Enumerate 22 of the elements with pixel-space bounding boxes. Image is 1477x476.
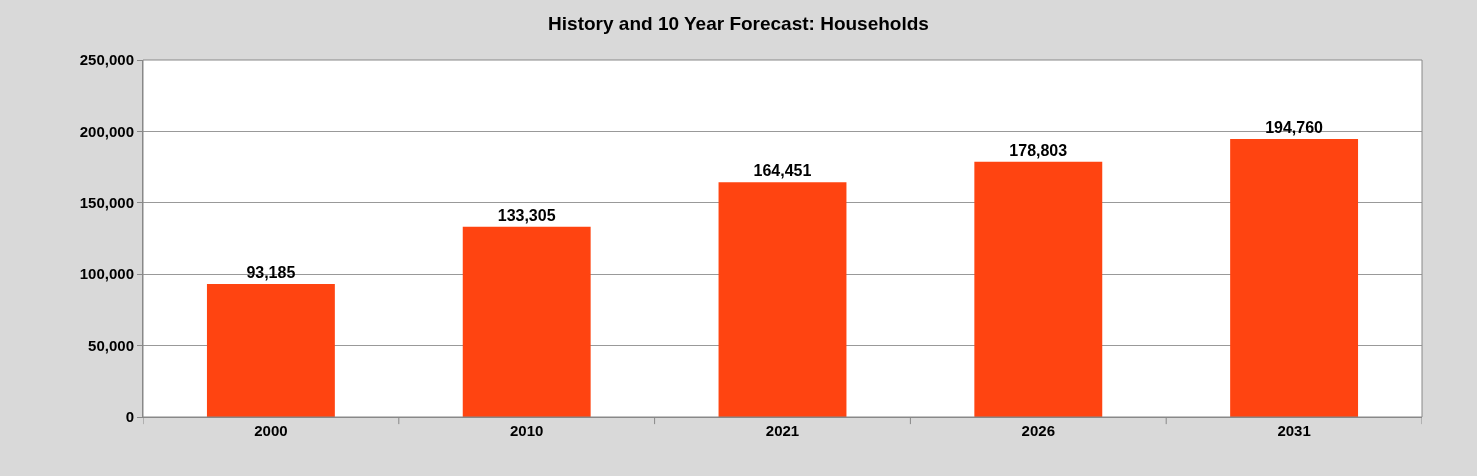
data-label: 133,305 xyxy=(497,206,556,224)
data-label: 93,185 xyxy=(246,263,296,281)
y-tick-label: 200,000 xyxy=(79,122,134,140)
y-tick-label: 50,000 xyxy=(88,336,134,354)
bar xyxy=(718,182,847,417)
x-tick-label: 2031 xyxy=(1277,422,1311,439)
y-tick-label: 150,000 xyxy=(79,194,134,212)
data-label: 164,451 xyxy=(753,162,812,180)
bar xyxy=(974,161,1103,417)
bar xyxy=(206,283,335,417)
data-label: 178,803 xyxy=(1009,141,1068,159)
x-tick-label: 2000 xyxy=(254,422,288,439)
bar xyxy=(1230,138,1359,417)
y-tick-label: 250,000 xyxy=(79,51,134,69)
bar xyxy=(462,226,591,417)
y-tick-label: 0 xyxy=(125,408,134,426)
data-label: 194,760 xyxy=(1265,118,1324,136)
x-tick-label: 2010 xyxy=(510,422,544,439)
y-tick-label: 100,000 xyxy=(79,265,134,283)
x-tick-label: 2021 xyxy=(765,422,800,439)
chart-title: History and 10 Year Forecast: Households xyxy=(548,12,929,34)
x-tick-label: 2026 xyxy=(1021,422,1055,439)
